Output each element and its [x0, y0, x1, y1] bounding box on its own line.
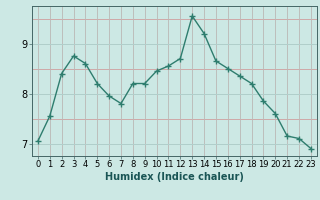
- X-axis label: Humidex (Indice chaleur): Humidex (Indice chaleur): [105, 172, 244, 182]
